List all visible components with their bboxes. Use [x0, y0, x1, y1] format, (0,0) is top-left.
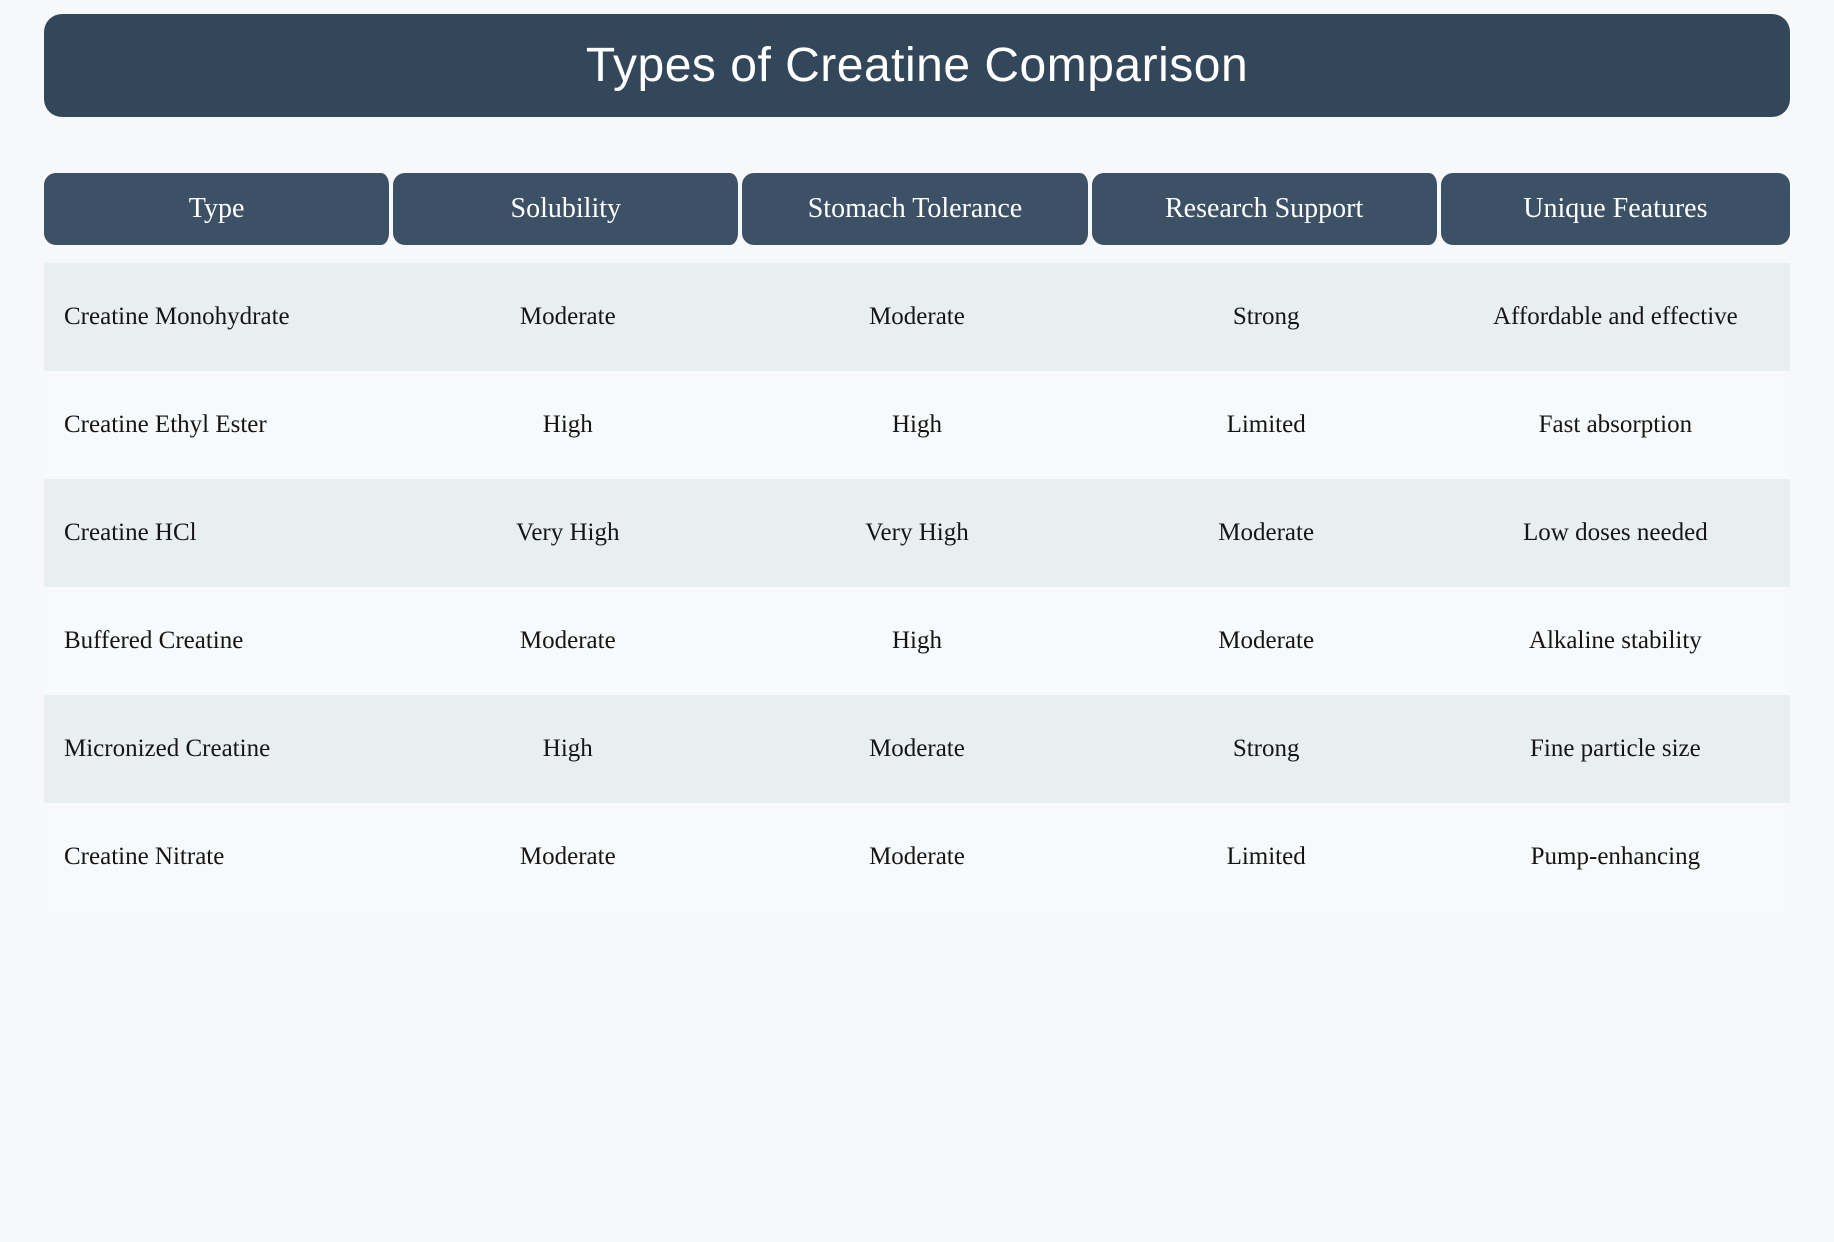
cell-stomach: High — [742, 371, 1091, 479]
cell-research: Strong — [1092, 263, 1441, 371]
table-row: Creatine HCl Very High Very High Moderat… — [44, 479, 1790, 587]
table-header: Type Solubility Stomach Tolerance Resear… — [44, 173, 1790, 245]
page-title: Types of Creatine Comparison — [44, 14, 1790, 117]
cell-solubility: Moderate — [393, 803, 742, 911]
creatine-comparison-table: Type Solubility Stomach Tolerance Resear… — [44, 173, 1790, 911]
cell-research: Strong — [1092, 695, 1441, 803]
col-header-type: Type — [44, 173, 393, 245]
col-header-unique-features: Unique Features — [1441, 173, 1790, 245]
cell-stomach: High — [742, 587, 1091, 695]
cell-stomach: Moderate — [742, 695, 1091, 803]
cell-research: Moderate — [1092, 479, 1441, 587]
title-table-spacer — [44, 117, 1790, 173]
cell-type: Creatine Monohydrate — [44, 263, 393, 371]
cell-solubility: Moderate — [393, 263, 742, 371]
cell-features: Affordable and effective — [1441, 263, 1790, 371]
cell-type: Buffered Creatine — [44, 587, 393, 695]
cell-type: Creatine Ethyl Ester — [44, 371, 393, 479]
cell-features: Low doses needed — [1441, 479, 1790, 587]
cell-stomach: Very High — [742, 479, 1091, 587]
cell-features: Pump-enhancing — [1441, 803, 1790, 911]
cell-stomach: Moderate — [742, 263, 1091, 371]
cell-research: Limited — [1092, 371, 1441, 479]
cell-features: Alkaline stability — [1441, 587, 1790, 695]
cell-type: Creatine Nitrate — [44, 803, 393, 911]
cell-research: Limited — [1092, 803, 1441, 911]
table-row: Creatine Nitrate Moderate Moderate Limit… — [44, 803, 1790, 911]
col-header-research-support: Research Support — [1092, 173, 1441, 245]
table-row: Creatine Monohydrate Moderate Moderate S… — [44, 263, 1790, 371]
table-body: Creatine Monohydrate Moderate Moderate S… — [44, 245, 1790, 911]
cell-type: Creatine HCl — [44, 479, 393, 587]
table-row: Buffered Creatine Moderate High Moderate… — [44, 587, 1790, 695]
col-header-solubility: Solubility — [393, 173, 742, 245]
table-row: Creatine Ethyl Ester High High Limited F… — [44, 371, 1790, 479]
cell-solubility: High — [393, 695, 742, 803]
table-header-row: Type Solubility Stomach Tolerance Resear… — [44, 173, 1790, 245]
cell-research: Moderate — [1092, 587, 1441, 695]
cell-stomach: Moderate — [742, 803, 1091, 911]
cell-solubility: Very High — [393, 479, 742, 587]
cell-solubility: High — [393, 371, 742, 479]
table-row: Micronized Creatine High Moderate Strong… — [44, 695, 1790, 803]
cell-features: Fine particle size — [1441, 695, 1790, 803]
cell-solubility: Moderate — [393, 587, 742, 695]
col-header-stomach-tolerance: Stomach Tolerance — [742, 173, 1091, 245]
cell-type: Micronized Creatine — [44, 695, 393, 803]
cell-features: Fast absorption — [1441, 371, 1790, 479]
